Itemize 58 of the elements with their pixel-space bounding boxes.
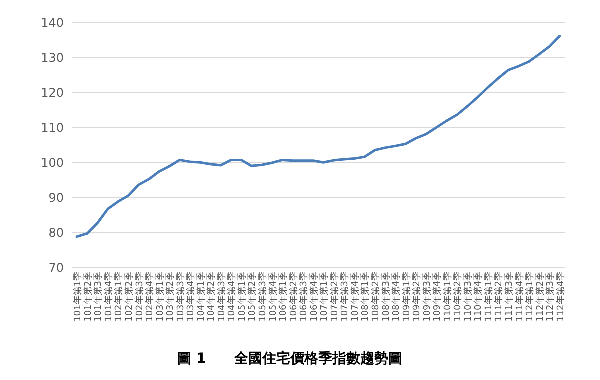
x-tick-label: 104年第3季 — [216, 272, 228, 322]
x-tick-label: 104年第1季 — [196, 272, 207, 322]
y-tick-label: 70 — [48, 261, 64, 275]
x-tick-label: 103年第2季 — [165, 272, 176, 322]
line-series — [76, 35, 562, 238]
x-tick-label: 111年第3季 — [504, 272, 516, 322]
x-tick-label: 109年第2季 — [412, 272, 423, 322]
x-tick-label: 104年第4季 — [226, 272, 238, 322]
x-tick-label: 112年第4季 — [555, 272, 566, 322]
x-tick-label: 106年第1季 — [278, 272, 290, 322]
x-tick-label: 101年第1季 — [72, 272, 84, 322]
x-tick-label: 106年第3季 — [298, 272, 310, 322]
x-tick-label: 110年第1季 — [442, 272, 454, 322]
x-tick-label: 112年第1季 — [524, 272, 536, 322]
x-tick-label: 108年第4季 — [391, 272, 402, 322]
y-tick-label: 120 — [41, 86, 64, 100]
x-tick-label: 109年第3季 — [422, 272, 433, 322]
x-tick-label: 102年第4季 — [144, 272, 156, 322]
x-tick-label: 111年第1季 — [483, 272, 494, 322]
x-tick-label: 102年第3季 — [134, 272, 146, 322]
x-tick-label: 110年第2季 — [452, 272, 464, 322]
y-tick-label: 90 — [48, 191, 64, 205]
x-tick-label: 111年第4季 — [514, 272, 526, 322]
x-tick-label: 108年第3季 — [380, 272, 392, 322]
x-tick-label: 103年第1季 — [154, 272, 166, 322]
x-tick-label: 110年第3季 — [462, 272, 474, 322]
x-tick-label: 107年第2季 — [329, 272, 340, 322]
x-tick-label: 102年第2季 — [124, 272, 135, 322]
x-tick-label: 105年第1季 — [236, 272, 248, 322]
x-tick-label: 112年第2季 — [534, 272, 546, 322]
y-tick-label: 100 — [41, 156, 64, 170]
y-tick-label: 140 — [41, 16, 64, 30]
x-tick-label: 109年第1季 — [401, 272, 412, 322]
x-tick-label: 106年第2季 — [288, 272, 300, 322]
y-tick-label: 110 — [41, 121, 64, 135]
x-tick-label: 107年第3季 — [340, 272, 351, 322]
x-tick-label: 112年第3季 — [545, 272, 556, 322]
x-tick-label: 107年第4季 — [350, 272, 361, 322]
x-tick-label: 101年第3季 — [93, 272, 104, 322]
y-tick-label: 130 — [41, 51, 64, 65]
x-tick-label: 103年第3季 — [175, 272, 186, 322]
x-tick-label: 101年第4季 — [103, 272, 114, 322]
y-tick-label: 80 — [48, 226, 64, 240]
x-tick-label: 108年第2季 — [370, 272, 382, 322]
x-tick-label: 111年第2季 — [494, 272, 505, 322]
x-tick-label: 109年第4季 — [432, 272, 444, 322]
x-tick-label: 102年第1季 — [114, 272, 125, 322]
x-tick-label: 104年第2季 — [206, 272, 218, 322]
x-tick-label: 101年第2季 — [82, 272, 94, 322]
x-tick-label: 105年第2季 — [247, 272, 258, 322]
x-tick-label: 108年第1季 — [360, 272, 372, 322]
x-tick-label: 106年第4季 — [308, 272, 320, 322]
x-tick-label: 103年第4季 — [186, 272, 197, 322]
text: 圖 1 全國住宅價格季指數趨勢圖 — [178, 350, 402, 367]
x-tick-label: 107年第1季 — [319, 272, 330, 322]
x-tick-label: 105年第3季 — [258, 272, 269, 322]
x-tick-label: 105年第4季 — [268, 272, 279, 322]
x-tick-label: 110年第4季 — [473, 272, 484, 322]
